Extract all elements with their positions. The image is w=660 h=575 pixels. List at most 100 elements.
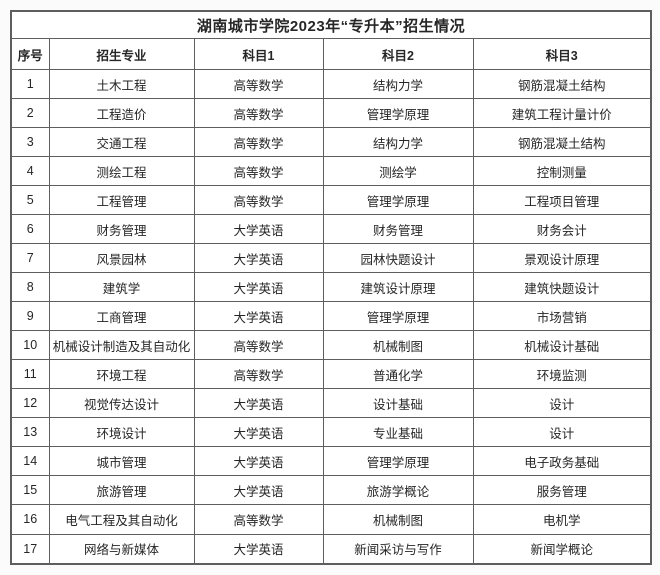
- row-number-cell: 6: [10, 214, 50, 245]
- row-number-cell: 8: [10, 272, 50, 303]
- table-row: 11 环境工程 高等数学 普通化学 环境监测: [10, 359, 652, 390]
- subject1-cell: 高等数学: [193, 504, 324, 535]
- row-number-cell: 16: [10, 504, 50, 535]
- subject3-cell: 控制测量: [472, 156, 652, 187]
- subject2-cell: 机械制图: [322, 330, 474, 361]
- row-number-cell: 2: [10, 98, 50, 129]
- major-cell: 视觉传达设计: [48, 388, 195, 419]
- table-row: 13 环境设计 大学英语 专业基础 设计: [10, 417, 652, 448]
- row-number-cell: 17: [10, 533, 50, 565]
- column-header-0: 序号: [10, 38, 50, 70]
- subject1-cell: 大学英语: [193, 475, 324, 506]
- table-row: 17 网络与新媒体 大学英语 新闻采访与写作 新闻学概论: [10, 533, 652, 565]
- table-row: 3 交通工程 高等数学 结构力学 钢筋混凝土结构: [10, 127, 652, 158]
- subject2-cell: 普通化学: [322, 359, 474, 390]
- major-cell: 工商管理: [48, 301, 195, 332]
- row-number-cell: 13: [10, 417, 50, 448]
- subject2-cell: 建筑设计原理: [322, 272, 474, 303]
- subject1-cell: 大学英语: [193, 243, 324, 274]
- subject1-cell: 高等数学: [193, 68, 324, 100]
- major-cell: 测绘工程: [48, 156, 195, 187]
- row-number-cell: 11: [10, 359, 50, 390]
- subject2-cell: 管理学原理: [322, 185, 474, 216]
- table-row: 8 建筑学 大学英语 建筑设计原理 建筑快题设计: [10, 272, 652, 303]
- subject3-cell: 机械设计基础: [472, 330, 652, 361]
- subject1-cell: 大学英语: [193, 301, 324, 332]
- row-number-cell: 9: [10, 301, 50, 332]
- subject3-cell: 钢筋混凝土结构: [472, 127, 652, 158]
- subject1-cell: 高等数学: [193, 185, 324, 216]
- subject2-cell: 新闻采访与写作: [322, 533, 474, 565]
- table-row: 10 机械设计制造及其自动化 高等数学 机械制图 机械设计基础: [10, 330, 652, 361]
- major-cell: 土木工程: [48, 68, 195, 100]
- row-number-cell: 7: [10, 243, 50, 274]
- subject2-cell: 结构力学: [322, 127, 474, 158]
- table-row: 2 工程造价 高等数学 管理学原理 建筑工程计量计价: [10, 98, 652, 129]
- subject3-cell: 景观设计原理: [472, 243, 652, 274]
- subject1-cell: 大学英语: [193, 388, 324, 419]
- major-cell: 网络与新媒体: [48, 533, 195, 565]
- subject2-cell: 专业基础: [322, 417, 474, 448]
- subject3-cell: 电子政务基础: [472, 446, 652, 477]
- subject3-cell: 电机学: [472, 504, 652, 535]
- major-cell: 工程管理: [48, 185, 195, 216]
- subject1-cell: 高等数学: [193, 127, 324, 158]
- row-number-cell: 14: [10, 446, 50, 477]
- table-row: 6 财务管理 大学英语 财务管理 财务会计: [10, 214, 652, 245]
- table-row: 4 测绘工程 高等数学 测绘学 控制测量: [10, 156, 652, 187]
- subject1-cell: 大学英语: [193, 533, 324, 565]
- major-cell: 环境工程: [48, 359, 195, 390]
- row-number-cell: 1: [10, 68, 50, 100]
- major-cell: 建筑学: [48, 272, 195, 303]
- subject2-cell: 财务管理: [322, 214, 474, 245]
- subject1-cell: 高等数学: [193, 156, 324, 187]
- table-row: 1 土木工程 高等数学 结构力学 钢筋混凝土结构: [10, 68, 652, 100]
- row-number-cell: 15: [10, 475, 50, 506]
- major-cell: 机械设计制造及其自动化: [48, 330, 195, 361]
- subject3-cell: 钢筋混凝土结构: [472, 68, 652, 100]
- table-row: 15 旅游管理 大学英语 旅游学概论 服务管理: [10, 475, 652, 506]
- subject2-cell: 设计基础: [322, 388, 474, 419]
- major-cell: 交通工程: [48, 127, 195, 158]
- table-row: 14 城市管理 大学英语 管理学原理 电子政务基础: [10, 446, 652, 477]
- table-row: 12 视觉传达设计 大学英语 设计基础 设计: [10, 388, 652, 419]
- subject1-cell: 高等数学: [193, 330, 324, 361]
- row-number-cell: 3: [10, 127, 50, 158]
- subject3-cell: 建筑工程计量计价: [472, 98, 652, 129]
- subject3-cell: 环境监测: [472, 359, 652, 390]
- title-row: 湖南城市学院2023年“专升本”招生情况: [10, 10, 652, 39]
- major-cell: 电气工程及其自动化: [48, 504, 195, 535]
- table-row: 16 电气工程及其自动化 高等数学 机械制图 电机学: [10, 504, 652, 535]
- subject2-cell: 管理学原理: [322, 446, 474, 477]
- subject3-cell: 设计: [472, 417, 652, 448]
- subject2-cell: 旅游学概论: [322, 475, 474, 506]
- column-header-2: 科目1: [193, 38, 324, 70]
- header-row: 序号 招生专业 科目1 科目2 科目3: [10, 38, 652, 70]
- major-cell: 环境设计: [48, 417, 195, 448]
- subject1-cell: 大学英语: [193, 214, 324, 245]
- subject1-cell: 高等数学: [193, 359, 324, 390]
- subject3-cell: 服务管理: [472, 475, 652, 506]
- major-cell: 财务管理: [48, 214, 195, 245]
- row-number-cell: 4: [10, 156, 50, 187]
- subject3-cell: 设计: [472, 388, 652, 419]
- major-cell: 风景园林: [48, 243, 195, 274]
- subject1-cell: 大学英语: [193, 272, 324, 303]
- major-cell: 旅游管理: [48, 475, 195, 506]
- subject1-cell: 高等数学: [193, 98, 324, 129]
- subject2-cell: 管理学原理: [322, 98, 474, 129]
- column-header-3: 科目2: [322, 38, 474, 70]
- subject1-cell: 大学英语: [193, 417, 324, 448]
- table-row: 7 风景园林 大学英语 园林快题设计 景观设计原理: [10, 243, 652, 274]
- subject3-cell: 新闻学概论: [472, 533, 652, 565]
- subject2-cell: 结构力学: [322, 68, 474, 100]
- subject3-cell: 财务会计: [472, 214, 652, 245]
- subject3-cell: 市场营销: [472, 301, 652, 332]
- subject3-cell: 工程项目管理: [472, 185, 652, 216]
- major-cell: 城市管理: [48, 446, 195, 477]
- subject3-cell: 建筑快题设计: [472, 272, 652, 303]
- table-title: 湖南城市学院2023年“专升本”招生情况: [10, 10, 652, 39]
- subject2-cell: 园林快题设计: [322, 243, 474, 274]
- admissions-table: 湖南城市学院2023年“专升本”招生情况 序号 招生专业 科目1 科目2 科目3 1 土木…: [10, 10, 652, 565]
